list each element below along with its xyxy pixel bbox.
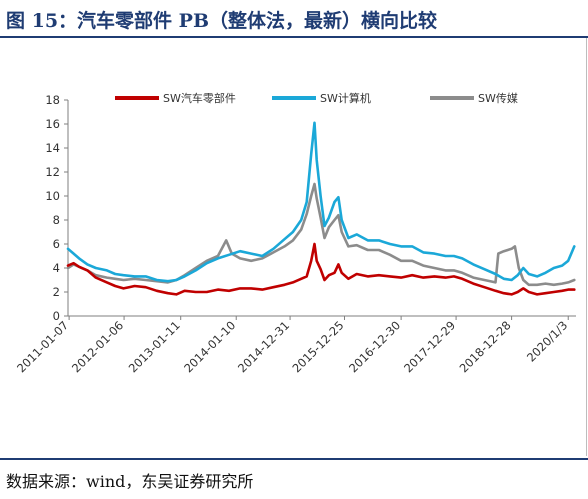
y-tick-label: 16: [45, 117, 60, 131]
data-source-note: 数据来源：wind，东吴证券研究所: [6, 472, 254, 491]
x-tick-label: 2012-01-06: [69, 318, 126, 375]
series-line-0: [66, 242, 576, 296]
x-tick-label: 2011-01-07: [14, 318, 71, 375]
x-tick-label: 2017-12-29: [401, 318, 458, 375]
x-tick-label: 2013-01-11: [126, 318, 183, 375]
x-tick-label: 2016-12-30: [346, 318, 403, 375]
figure-title: 图 15：汽车零部件 PB（整体法，最新）横向比较: [6, 10, 438, 32]
y-tick-label: 14: [45, 141, 60, 155]
y-tick-label: 12: [45, 165, 60, 179]
chart-area: 0 2 4 6 8 10 12 14 16 18 2011-01-07 2012-01-06 2013-…: [0, 38, 587, 456]
legend-label-2: SW传媒: [478, 92, 518, 105]
x-tick-label: 2015-12-25: [289, 318, 346, 375]
legend-label-1: SW计算机: [320, 91, 371, 105]
y-tick-label: 18: [45, 93, 60, 107]
x-tick-label: 2020/1/3: [524, 318, 570, 364]
figure-title-bar: 图 15：汽车零部件 PB（整体法，最新）横向比较: [0, 0, 588, 38]
y-tick-label: 6: [53, 237, 60, 251]
y-tick-label: 0: [53, 309, 60, 323]
series-line-1: [66, 121, 576, 283]
y-tick-label: 2: [53, 285, 60, 299]
x-tick-label: 2014-01-10: [181, 318, 238, 375]
y-tick-label: 8: [53, 213, 60, 227]
x-tick-label: 2018-12-28: [457, 318, 514, 375]
x-tick-label: 2014-12-31: [235, 318, 292, 375]
legend-label-0: SW汽车零部件: [163, 91, 236, 105]
y-tick-label: 4: [53, 261, 60, 275]
y-tick-label: 10: [45, 189, 60, 203]
source-bar: 数据来源：wind，东吴证券研究所: [0, 458, 588, 499]
